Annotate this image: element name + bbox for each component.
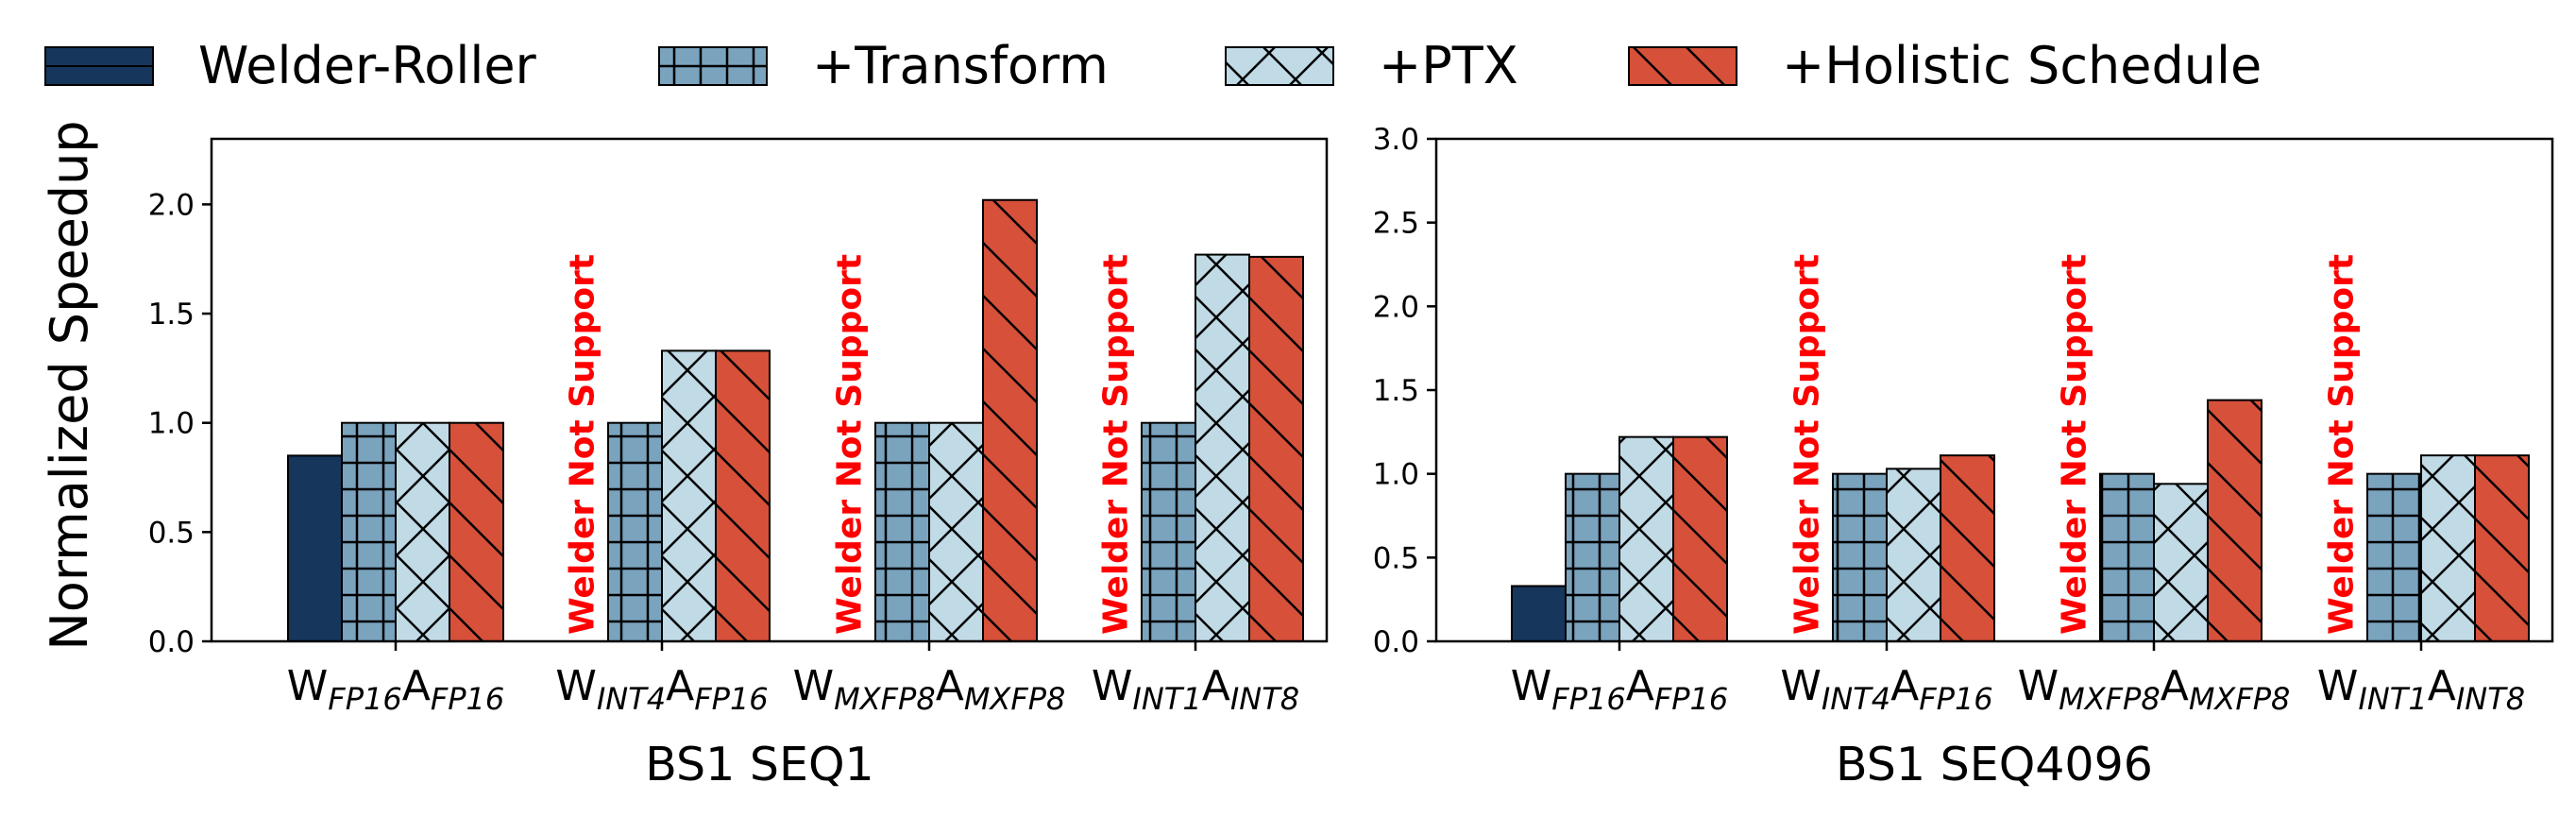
bar-holistic-schedule-fp16-fp16 [1672,435,1728,642]
not-support-label: Welder Not Support [1097,254,1136,635]
bar-holistic-schedule-fp16-fp16 [449,421,504,642]
bar-transform-fp16-fp16 [341,421,397,642]
legend-label: +Transform [812,36,1109,95]
bar-holistic-schedule-mxfp8-mxfp8 [2207,399,2262,643]
not-support-label: Welder Not Support [564,254,602,635]
y-tick-label: 0.0 [148,625,195,659]
bar-holistic-schedule-int1-int8 [1248,255,1304,642]
bar-transform-mxfp8-mxfp8 [874,421,930,642]
y-tick-label: 1.5 [1373,374,1419,408]
bar-transform-int1-int8 [2366,472,2422,642]
y-tick-label: 2.5 [1373,207,1419,241]
x-tick-label-mxfp8-mxfp8: WMXFP8AMXFP8 [793,662,1066,717]
bar-holistic-schedule-int4-fp16 [1940,454,1995,642]
bar-welder-roller-fp16-fp16 [1511,585,1567,642]
x-tick-label-int4-fp16: WINT4AFP16 [555,662,768,717]
x-tick-label-mxfp8-mxfp8: WMXFP8AMXFP8 [2018,662,2291,717]
legend-swatch [1225,46,1334,86]
bar-transform-int1-int8 [1141,421,1196,642]
not-support-label: Welder Not Support [831,254,870,635]
y-tick-label: 2.0 [1373,290,1419,324]
bar-welder-roller-fp16-fp16 [287,454,343,642]
bar-holistic-schedule-int1-int8 [2474,454,2530,642]
chart-panel-bs1-seq4096: Welder Not Support Welder Not Support Weld… [1373,123,2554,791]
y-tick-label: 0.5 [1373,541,1419,575]
legend-label: Welder-Roller [198,36,537,95]
bar-ptx-mxfp8-mxfp8 [2153,483,2209,642]
legend-swatch [1628,46,1737,86]
not-support-label: Welder Not Support [2056,254,2094,635]
bar-ptx-mxfp8-mxfp8 [928,421,984,642]
legend-label: +PTX [1379,36,1518,95]
y-tick-label: 1.5 [148,298,195,332]
bar-transform-fp16-fp16 [1565,472,1620,642]
legend: Welder-Roller +Transform +PTX +Holistic Sch… [44,36,2262,95]
x-tick-label-fp16-fp16: WFP16AFP16 [287,662,504,717]
legend-item-ptx: +PTX [1225,36,1518,95]
bar-ptx-int1-int8 [2420,454,2476,642]
y-tick-label: 3.0 [1373,123,1419,157]
legend-item-welder-roller: Welder-Roller [44,36,537,95]
x-tick-label-int1-int8: WINT1AINT8 [2317,662,2525,717]
x-tick-label-int1-int8: WINT1AINT8 [1092,662,1299,717]
y-tick-label: 0.5 [148,516,195,550]
x-axis-label: BS1 SEQ4096 [1836,738,2153,791]
y-tick-label: 1.0 [1373,458,1419,492]
legend-item-holistic-schedule: +Holistic Schedule [1628,36,2262,95]
y-tick-label: 2.0 [148,188,195,222]
bar-ptx-int4-fp16 [661,349,717,642]
bar-ptx-int1-int8 [1195,253,1250,642]
bar-ptx-fp16-fp16 [1618,435,1674,642]
x-tick-label-int4-fp16: WINT4AFP16 [1780,662,1992,717]
not-support-label: Welder Not Support [1788,254,1827,635]
x-tick-label-fp16-fp16: WFP16AFP16 [1511,662,1728,717]
y-tick-label: 1.0 [148,407,195,441]
bar-holistic-schedule-mxfp8-mxfp8 [982,198,1038,642]
bar-ptx-fp16-fp16 [395,421,450,642]
x-axis-label: BS1 SEQ1 [645,738,873,791]
y-axis-label: Normalized Speedup [40,120,99,650]
bar-transform-mxfp8-mxfp8 [2099,472,2155,642]
legend-item-transform: +Transform [658,36,1109,95]
bar-transform-int4-fp16 [1832,472,1888,642]
y-tick-label: 0.0 [1373,625,1419,659]
chart-panel-bs1-seq1: Welder Not Support Welder Not Support Weld… [148,137,1329,791]
not-support-label: Welder Not Support [2323,254,2362,635]
axes-frame [210,137,1329,643]
bar-transform-int4-fp16 [607,421,663,642]
bar-ptx-int4-fp16 [1886,468,1941,643]
bar-holistic-schedule-int4-fp16 [715,349,771,642]
legend-swatch [658,46,768,86]
legend-label: +Holistic Schedule [1782,36,2262,95]
